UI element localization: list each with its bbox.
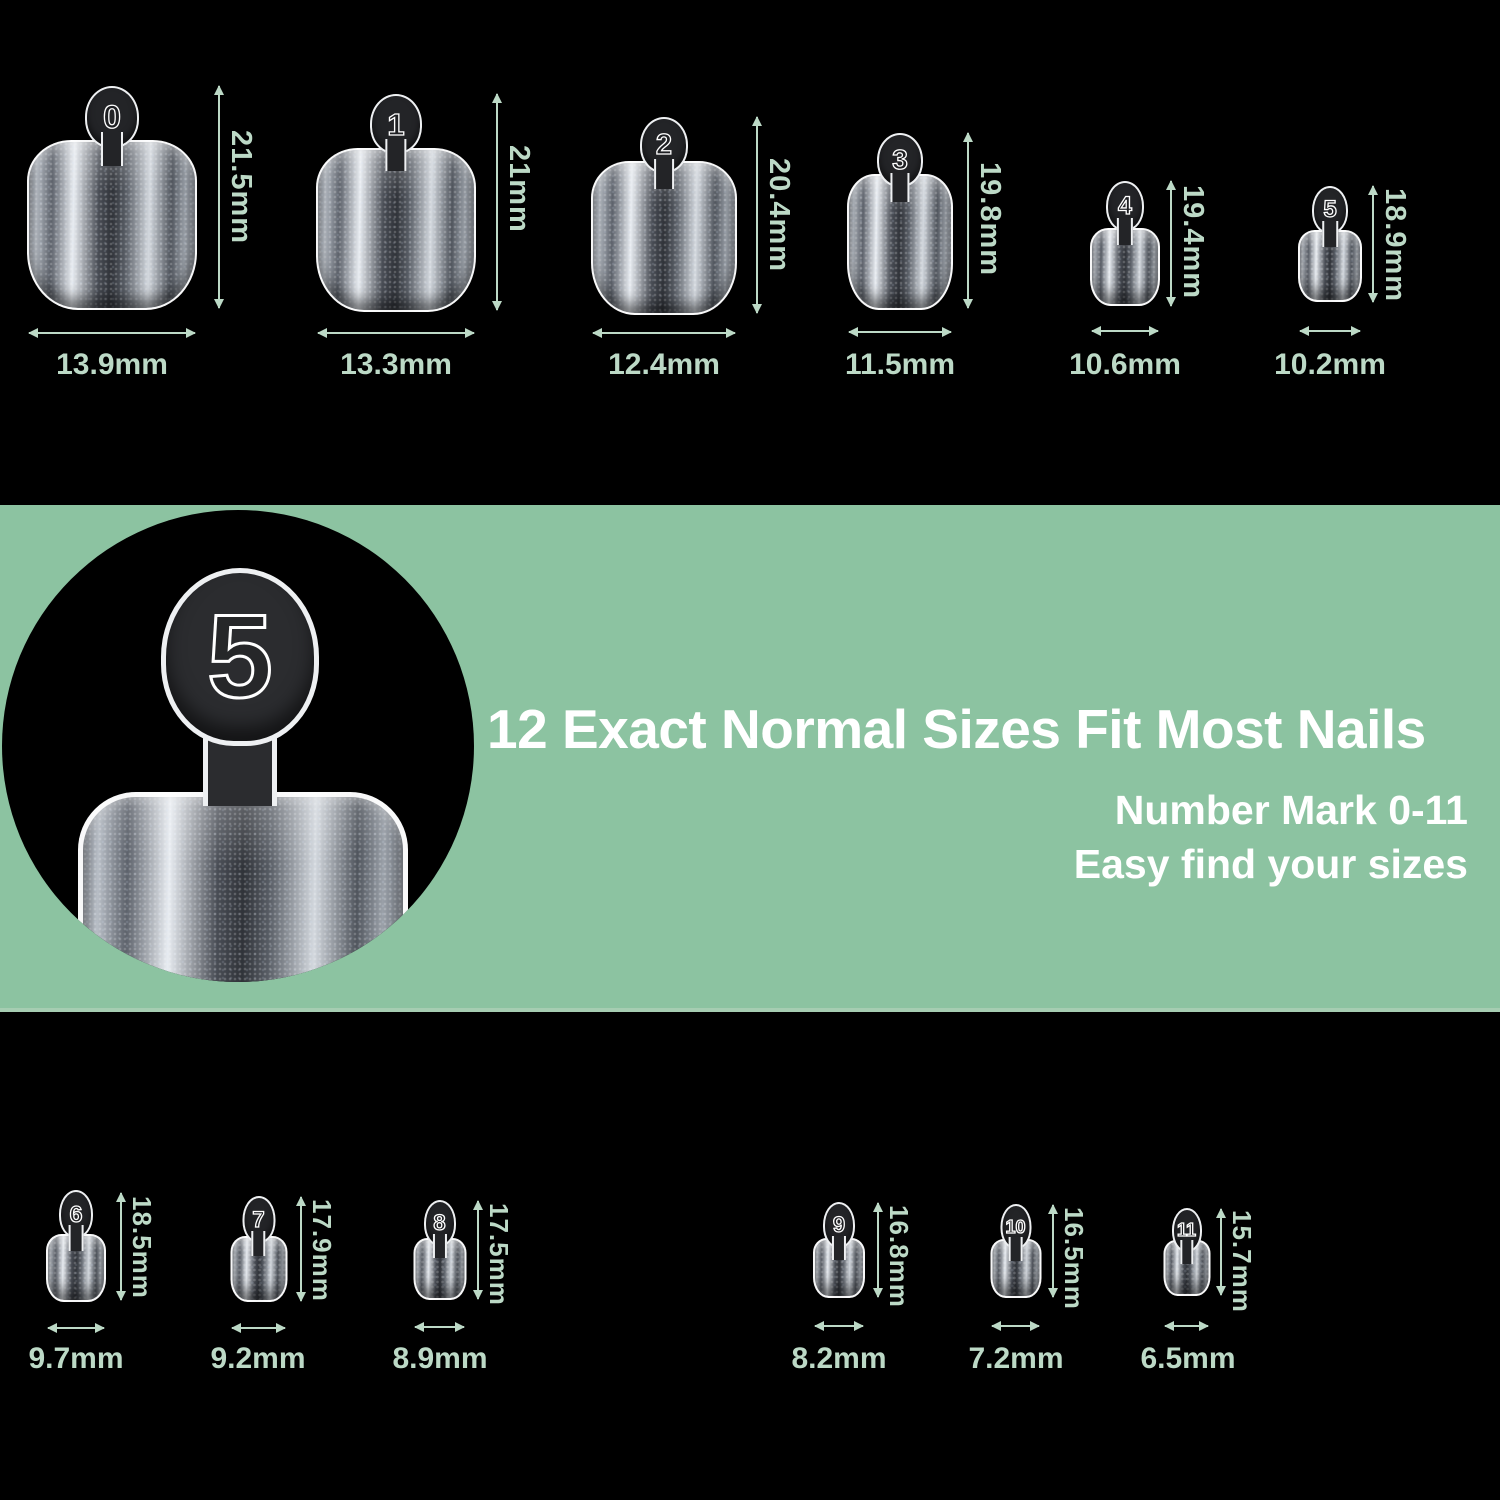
width-dimension-arrow xyxy=(592,328,736,338)
width-dimension-arrow xyxy=(1164,1321,1209,1331)
width-dimension-label: 7.2mm xyxy=(968,1342,1064,1375)
width-dimension-label: 9.7mm xyxy=(28,1342,124,1375)
width-dimension-label: 8.9mm xyxy=(392,1342,488,1375)
banner-title: 12 Exact Normal Sizes Fit Most Nails xyxy=(487,698,1426,760)
size-tab-number: 10 xyxy=(1005,1216,1026,1237)
width-dimension-label: 13.9mm xyxy=(56,348,168,381)
nail-tip-photo xyxy=(230,1236,287,1302)
height-dimension-label: 17.5mm xyxy=(484,1203,514,1306)
height-dimension-arrow xyxy=(1166,180,1176,307)
number-tab-icon: 10 xyxy=(1000,1204,1031,1249)
height-dimension-arrow xyxy=(752,116,762,314)
size-tab-number: 1 xyxy=(387,106,406,142)
height-dimension-arrow xyxy=(492,93,502,311)
size-tab-number: 8 xyxy=(433,1210,447,1235)
number-tab-icon: 7 xyxy=(242,1196,275,1243)
height-dimension-label: 16.5mm xyxy=(1059,1207,1089,1310)
width-dimension-arrow xyxy=(991,1321,1040,1331)
nail-size-item-11: 11 xyxy=(1163,1208,1210,1296)
width-dimension-label: 9.2mm xyxy=(210,1342,306,1375)
nail-size-item-3: 3 xyxy=(847,133,953,310)
width-dimension-arrow xyxy=(1091,326,1159,336)
number-tab-icon: 3 xyxy=(877,133,923,187)
height-dimension-label: 21.5mm xyxy=(225,130,257,245)
banner-subtitle-line1: Number Mark 0-11 xyxy=(1114,787,1468,833)
number-tab-icon: 0 xyxy=(85,86,139,148)
height-dimension-label: 18.5mm xyxy=(127,1196,157,1299)
width-dimension-arrow xyxy=(47,1323,105,1333)
size-tab-number: 3 xyxy=(892,144,909,175)
nail-size-item-9: 9 xyxy=(813,1202,865,1298)
height-dimension-label: 21mm xyxy=(503,145,535,233)
nail-size-item-0: 0 xyxy=(27,86,197,310)
width-dimension-label: 12.4mm xyxy=(608,348,720,381)
banner-subtitle-line2: Easy find your sizes xyxy=(1073,841,1468,887)
width-dimension-arrow xyxy=(1299,326,1361,336)
width-dimension-arrow xyxy=(814,1321,864,1331)
nail-size-item-2: 2 xyxy=(591,117,737,315)
number-tab-icon: 6 xyxy=(59,1190,93,1238)
height-dimension-label: 15.7mm xyxy=(1227,1210,1257,1313)
nail-tip-photo xyxy=(46,1234,106,1302)
height-dimension-arrow xyxy=(473,1200,483,1300)
height-dimension-label: 19.4mm xyxy=(1177,185,1209,300)
magnified-nail-circle: 5 xyxy=(2,510,474,982)
width-dimension-arrow xyxy=(848,327,952,337)
number-tab-icon: 4 xyxy=(1106,181,1144,231)
width-dimension-label: 10.2mm xyxy=(1274,348,1386,381)
magnified-nail-photo xyxy=(78,792,408,982)
magnified-number-tab-icon: 5 xyxy=(161,568,319,746)
width-dimension-label: 10.6mm xyxy=(1069,348,1181,381)
magnified-tab-number: 5 xyxy=(206,591,275,723)
height-dimension-arrow xyxy=(1048,1204,1058,1298)
width-dimension-label: 11.5mm xyxy=(844,348,956,381)
number-tab-icon: 5 xyxy=(1312,186,1348,234)
height-dimension-arrow xyxy=(1216,1208,1226,1296)
size-tab-number: 0 xyxy=(102,99,121,135)
width-dimension-arrow xyxy=(28,328,196,338)
nail-size-item-4: 4 xyxy=(1090,181,1160,306)
size-tab-number: 11 xyxy=(1176,1220,1197,1240)
number-tab-icon: 9 xyxy=(823,1202,855,1248)
height-dimension-label: 17.9mm xyxy=(307,1199,337,1302)
height-dimension-arrow xyxy=(963,132,973,309)
width-dimension-arrow xyxy=(231,1323,286,1333)
number-tab-icon: 2 xyxy=(640,117,688,173)
height-dimension-arrow xyxy=(1368,185,1378,303)
width-dimension-label: 13.3mm xyxy=(340,348,452,381)
width-dimension-label: 8.2mm xyxy=(791,1342,887,1375)
size-tab-number: 7 xyxy=(252,1206,266,1232)
size-tab-number: 5 xyxy=(1323,196,1338,223)
nail-size-item-1: 1 xyxy=(316,94,476,312)
height-dimension-label: 20.4mm xyxy=(763,158,795,273)
height-dimension-arrow xyxy=(214,85,224,309)
nail-size-item-7: 7 xyxy=(230,1196,287,1302)
nail-tip-photo xyxy=(316,148,476,312)
nail-size-item-6: 6 xyxy=(46,1190,106,1302)
size-tab-number: 6 xyxy=(69,1200,83,1227)
banner-subtitle: Number Mark 0-11 Easy find your sizes xyxy=(1074,783,1468,891)
nail-size-item-5: 5 xyxy=(1298,186,1362,302)
width-dimension-arrow xyxy=(414,1322,465,1332)
width-dimension-label: 6.5mm xyxy=(1140,1342,1236,1375)
size-tab-number: 4 xyxy=(1117,191,1132,220)
height-dimension-arrow xyxy=(116,1192,126,1301)
number-tab-icon: 8 xyxy=(423,1200,456,1246)
height-dimension-label: 18.9mm xyxy=(1379,188,1411,303)
size-tab-number: 9 xyxy=(832,1212,846,1237)
height-dimension-label: 16.8mm xyxy=(884,1205,914,1308)
number-tab-icon: 11 xyxy=(1171,1208,1202,1252)
height-dimension-arrow xyxy=(873,1202,883,1298)
size-tab-number: 2 xyxy=(655,128,673,161)
nail-size-item-8: 8 xyxy=(413,1200,466,1300)
nail-size-item-10: 10 xyxy=(990,1204,1041,1298)
number-tab-icon: 1 xyxy=(370,94,422,154)
nail-tip-photo xyxy=(413,1238,466,1300)
height-dimension-label: 19.8mm xyxy=(974,162,1006,277)
height-dimension-arrow xyxy=(296,1196,306,1302)
width-dimension-arrow xyxy=(317,328,475,338)
